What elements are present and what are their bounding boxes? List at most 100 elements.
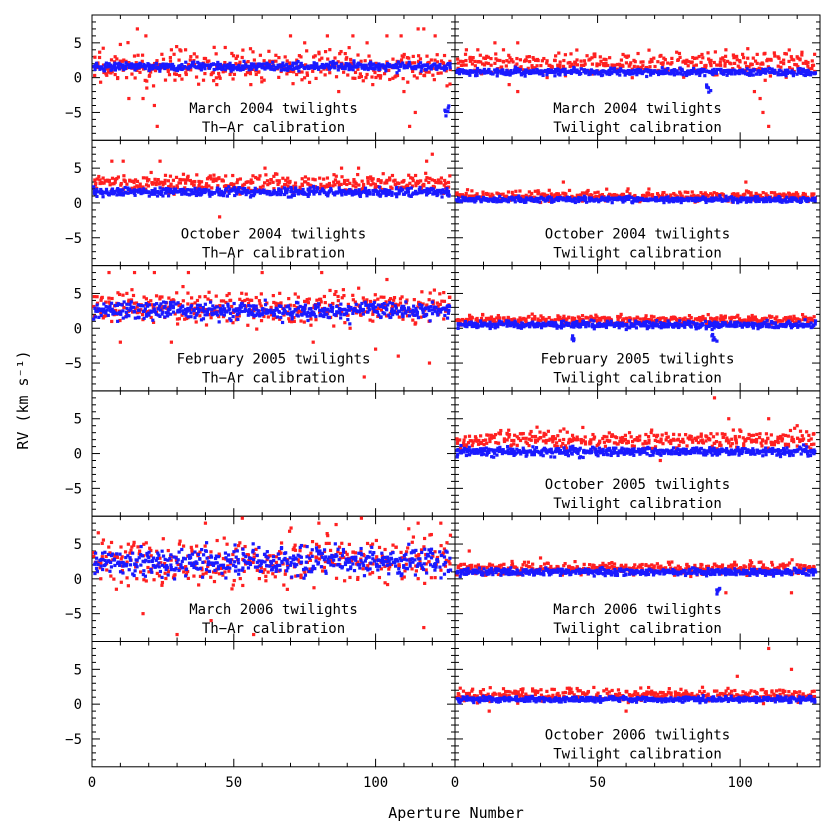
blue-point xyxy=(262,62,265,65)
blue-point xyxy=(444,67,447,70)
y-tick-label: −5 xyxy=(65,105,82,121)
blue-point xyxy=(726,198,729,201)
red-point xyxy=(455,193,458,196)
red-point xyxy=(170,48,173,51)
red-point xyxy=(345,183,348,186)
blue-point xyxy=(761,68,764,71)
y-tick-label: 0 xyxy=(74,71,82,87)
blue-point xyxy=(347,66,350,69)
red-point xyxy=(441,61,444,64)
red-point xyxy=(408,182,411,185)
red-point xyxy=(653,65,656,68)
red-point xyxy=(105,74,108,77)
red-point xyxy=(320,57,323,60)
panel-title: October 2004 twilights xyxy=(181,226,366,242)
red-point xyxy=(195,55,198,58)
blue-point xyxy=(199,304,202,307)
blue-point xyxy=(627,197,630,200)
red-point xyxy=(193,52,196,55)
blue-point xyxy=(418,186,421,189)
red-point xyxy=(752,56,755,59)
blue-point xyxy=(317,302,320,305)
red-point xyxy=(721,56,724,59)
blue-point xyxy=(666,199,669,202)
red-point xyxy=(160,295,163,298)
red-point xyxy=(431,153,434,156)
blue-point xyxy=(378,185,381,188)
blue-point xyxy=(154,191,157,194)
blue-point xyxy=(189,311,192,314)
red-point xyxy=(790,55,793,58)
red-point xyxy=(93,56,96,59)
red-point xyxy=(428,298,431,301)
red-point xyxy=(465,63,468,66)
red-point xyxy=(363,375,366,378)
blue-point xyxy=(218,320,221,323)
blue-point xyxy=(108,305,111,308)
blue-point xyxy=(104,305,107,308)
blue-point xyxy=(524,69,527,72)
blue-point xyxy=(144,67,147,70)
red-point xyxy=(810,67,813,70)
blue-point xyxy=(737,70,740,73)
blue-point xyxy=(294,186,297,189)
red-point xyxy=(260,292,263,295)
red-point xyxy=(510,58,513,61)
red-point xyxy=(362,79,365,82)
red-point xyxy=(666,61,669,64)
red-point xyxy=(507,54,510,57)
panel-subtitle: Th−Ar calibration xyxy=(202,245,345,261)
red-point xyxy=(263,167,266,170)
blue-point xyxy=(623,196,626,199)
blue-point xyxy=(385,308,388,311)
red-point xyxy=(147,184,150,187)
red-point xyxy=(125,76,128,79)
blue-point xyxy=(193,187,196,190)
blue-point xyxy=(417,316,420,319)
blue-point xyxy=(798,71,801,74)
blue-point xyxy=(242,60,245,63)
red-point xyxy=(397,354,400,357)
red-point xyxy=(314,318,317,321)
red-point xyxy=(145,86,148,89)
red-point xyxy=(307,177,310,180)
red-point xyxy=(430,58,433,61)
red-point xyxy=(515,57,518,60)
blue-point xyxy=(297,314,300,317)
red-point xyxy=(308,297,311,300)
red-point xyxy=(300,70,303,73)
blue-point xyxy=(228,317,231,320)
red-point xyxy=(335,175,338,178)
blue-point xyxy=(552,200,555,203)
red-point xyxy=(351,294,354,297)
blue-point xyxy=(223,64,226,67)
red-point xyxy=(507,190,510,193)
red-point xyxy=(591,63,594,66)
blue-point xyxy=(297,69,300,72)
blue-point xyxy=(203,64,206,67)
blue-point xyxy=(116,320,119,323)
red-point xyxy=(568,189,571,192)
blue-point xyxy=(101,195,104,198)
red-point xyxy=(149,299,152,302)
red-point xyxy=(621,64,624,67)
red-point xyxy=(303,76,306,79)
red-point xyxy=(118,293,121,296)
blue-point xyxy=(283,309,286,312)
red-point xyxy=(373,71,376,74)
red-point xyxy=(762,191,765,194)
blue-point xyxy=(164,301,167,304)
blue-point xyxy=(223,313,226,316)
red-point xyxy=(798,57,801,60)
red-point xyxy=(709,64,712,67)
red-point xyxy=(294,292,297,295)
red-point xyxy=(288,180,291,183)
blue-point xyxy=(495,200,498,203)
blue-point xyxy=(223,307,226,310)
red-point xyxy=(207,291,210,294)
blue-point xyxy=(475,70,478,73)
red-point xyxy=(539,64,542,67)
blue-point xyxy=(719,68,722,71)
red-point xyxy=(753,90,756,93)
